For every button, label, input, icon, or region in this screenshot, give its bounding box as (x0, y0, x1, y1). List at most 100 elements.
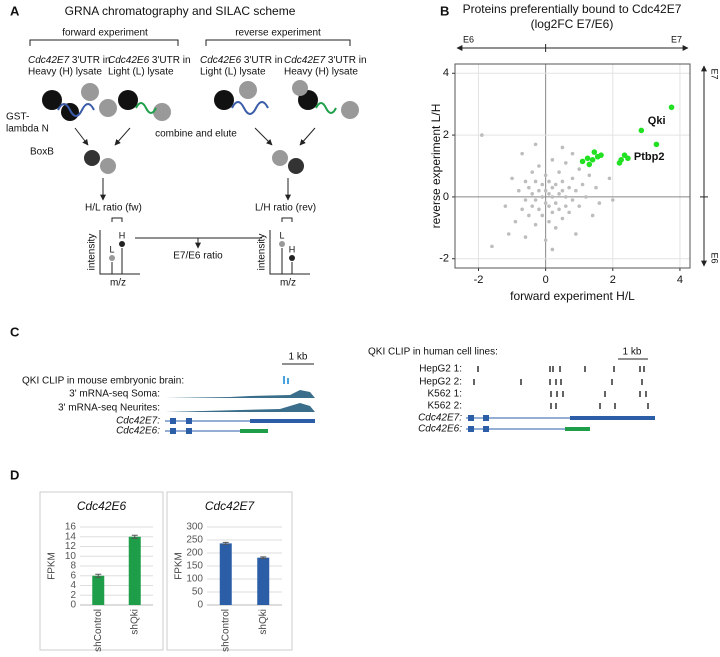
ms-axis (269, 230, 310, 275)
y-tick-label: 50 (192, 587, 204, 598)
combine-label: combine and elute (155, 129, 237, 140)
point (523, 235, 528, 239)
y-tick-label: 0 (443, 191, 449, 203)
point (563, 204, 568, 208)
point (598, 152, 604, 158)
rna (231, 101, 269, 115)
y-axis-label: reverse experiment L/H (429, 104, 443, 229)
y-tick-label: 0 (70, 600, 76, 611)
exon (468, 426, 474, 432)
chart-subtitle: (log2FC E7/E6) (531, 17, 614, 31)
point (547, 192, 551, 196)
point (540, 195, 545, 199)
clip-peak (287, 378, 289, 384)
blob (81, 83, 99, 101)
reverse-label: reverse experiment (235, 28, 321, 39)
point (540, 182, 545, 187)
point (577, 204, 582, 208)
ms-xlabel: m/z (280, 278, 296, 289)
blob (239, 81, 257, 99)
track-label: Cdc42E6: (116, 426, 160, 437)
panel-label: B (440, 3, 449, 18)
clip-peak (283, 376, 285, 384)
point (543, 188, 548, 193)
blob (153, 103, 171, 121)
exon (170, 428, 176, 434)
point (480, 133, 484, 137)
utr (250, 419, 315, 423)
y-tick-label: 100 (186, 574, 203, 585)
y-tick-label: 16 (65, 522, 77, 533)
error-bar (260, 556, 267, 559)
point (587, 173, 592, 178)
direction-label: E7 (671, 34, 682, 44)
exon (468, 415, 474, 421)
point (527, 185, 531, 190)
x-tick-label: 2 (610, 274, 616, 286)
point (533, 179, 538, 184)
x-axis-label: forward experiment H/L (510, 289, 635, 303)
arrow (254, 127, 273, 146)
ms-label: H (289, 244, 296, 254)
bar (128, 536, 141, 605)
point (553, 226, 558, 230)
y-tick-label: 200 (186, 548, 203, 559)
point-annotation: Ptbp2 (634, 151, 665, 163)
point (523, 179, 528, 184)
ratio-label: H/L ratio (fw) (85, 203, 142, 214)
boxb-label: BoxB (30, 147, 54, 158)
blob (42, 90, 62, 110)
point (547, 219, 551, 224)
point (563, 161, 568, 165)
track-label: HepG2 2: (419, 377, 462, 388)
x-tick-label: 4 (677, 274, 683, 286)
point (668, 104, 675, 111)
y-tick-label: 4 (70, 580, 76, 591)
point (543, 173, 548, 178)
point (557, 192, 561, 196)
point (560, 216, 565, 221)
point (553, 182, 558, 187)
error-bar (131, 534, 138, 539)
point (547, 179, 551, 184)
y-tick-label: 250 (186, 535, 203, 546)
point (527, 213, 531, 218)
point (586, 161, 593, 168)
chart-title: Cdc42E6 (77, 499, 127, 513)
chart-title: Proteins preferentially bound to Cdc42E7 (463, 2, 682, 16)
lysate-label: Cdc42E6 3'UTR in (108, 55, 191, 66)
point (523, 198, 528, 202)
ms-dot (289, 255, 295, 261)
panel-label: D (10, 467, 19, 482)
x-tick-label: shControl (220, 609, 231, 652)
point (540, 213, 545, 218)
point (530, 170, 535, 174)
x-tick-label: shQki (258, 609, 269, 635)
x-tick-label: -2 (474, 274, 484, 286)
point (570, 198, 575, 202)
ratio-label: L/H ratio (rev) (255, 203, 316, 214)
lysate-label: Cdc42E7 3'UTR in (28, 55, 111, 66)
ms-label: L (279, 230, 284, 240)
point (653, 141, 660, 148)
point (560, 179, 565, 184)
arrow (114, 127, 131, 146)
bracket (111, 217, 123, 222)
bracket (29, 39, 179, 46)
bar (257, 557, 270, 605)
x-tick-label: 0 (543, 274, 549, 286)
point (550, 195, 555, 199)
point (550, 158, 555, 162)
scale-label: 1 kb (289, 352, 308, 363)
point (560, 145, 565, 150)
point (590, 213, 595, 218)
panel-label: C (10, 324, 20, 339)
x-tick-label: shQki (129, 609, 140, 635)
y-axis-label: FPKM (174, 552, 185, 580)
point (530, 204, 535, 208)
point (570, 151, 575, 156)
direction-label: E6 (710, 252, 720, 263)
chart-title: Cdc42E7 (205, 499, 256, 513)
point (580, 182, 585, 187)
